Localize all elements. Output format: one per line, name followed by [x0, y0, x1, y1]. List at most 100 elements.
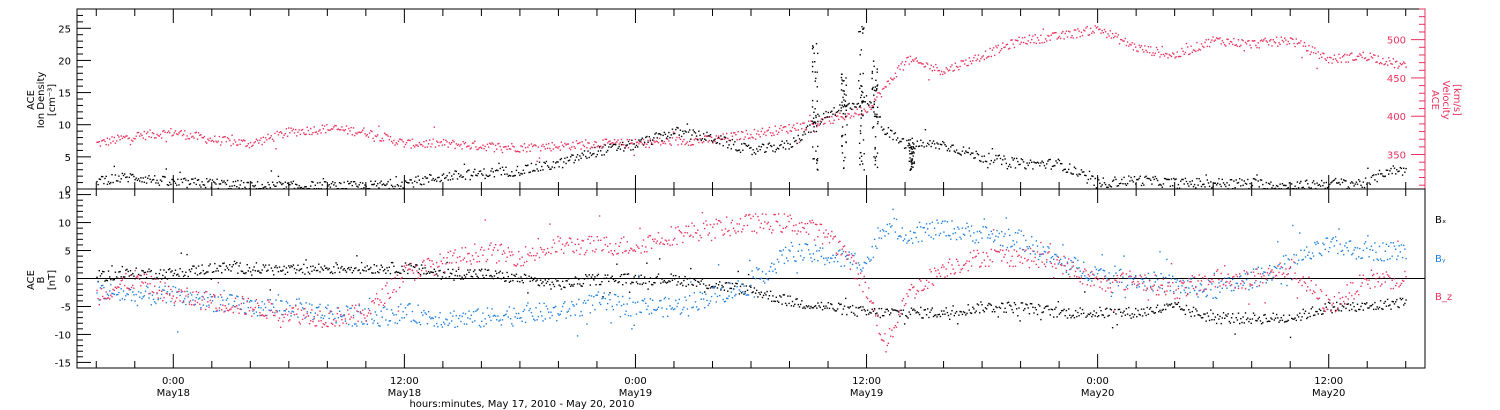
- b-series-1-point: [401, 317, 403, 319]
- density-series-point: [670, 134, 672, 136]
- velocity-series-point: [469, 148, 471, 150]
- velocity-series-point: [186, 135, 188, 137]
- velocity-series-point: [1180, 55, 1182, 58]
- b-series-1-point: [237, 295, 239, 298]
- b-series-1-point: [935, 234, 937, 236]
- velocity-series-point: [1074, 29, 1077, 31]
- velocity-series-point: [225, 140, 228, 143]
- b-series-1-point: [674, 308, 676, 310]
- density-spike-point: [816, 160, 819, 162]
- velocity-series-point: [869, 106, 871, 108]
- velocity-series-point: [1371, 57, 1374, 59]
- velocity-series-point: [322, 128, 325, 130]
- density-series-point: [1274, 187, 1277, 189]
- b-series-0-point: [1056, 316, 1058, 318]
- velocity-series-point: [669, 143, 671, 145]
- velocity-series-point: [851, 108, 854, 111]
- b-series-0-point: [1001, 302, 1003, 304]
- density-series-point: [1282, 184, 1285, 187]
- velocity-series-point: [196, 138, 199, 140]
- velocity-series-point: [1096, 26, 1099, 28]
- velocity-series-point: [1141, 48, 1144, 51]
- velocity-series-point: [248, 146, 251, 149]
- density-series-point: [1345, 180, 1347, 182]
- b-series-1-point: [933, 227, 936, 229]
- density-series-point: [786, 140, 788, 142]
- velocity-series-point: [870, 108, 872, 110]
- velocity-series-point: [1257, 42, 1259, 44]
- b-series-1-point: [798, 243, 801, 246]
- b-series-1-point: [677, 302, 679, 305]
- velocity-series-point: [1178, 55, 1181, 58]
- b-series-1-point: [1333, 245, 1336, 247]
- b-series-0-point: [533, 278, 535, 280]
- b-series-0-point: [878, 307, 880, 310]
- density-series-point: [1310, 187, 1312, 189]
- b-series-1-point: [1282, 255, 1285, 257]
- velocity-series-point: [805, 129, 808, 131]
- b-series-0-point: [1236, 319, 1239, 321]
- velocity-series-point: [155, 137, 157, 139]
- density-series-point: [583, 150, 586, 152]
- b-series-0-point: [590, 276, 593, 278]
- density-series-point: [601, 154, 603, 156]
- b-series-0-point: [1094, 315, 1096, 317]
- velocity-series-point: [875, 99, 877, 101]
- b-series-0-point: [892, 309, 894, 311]
- velocity-series-point: [543, 146, 545, 148]
- velocity-series-point: [371, 130, 373, 133]
- density-series-point: [489, 174, 491, 177]
- velocity-series-point: [208, 139, 210, 142]
- velocity-series-point: [526, 151, 528, 153]
- b-series-0-point: [1388, 305, 1390, 307]
- b-series-1-point: [349, 307, 351, 310]
- b-series-0-point: [653, 281, 655, 284]
- b-series-0-point: [1251, 318, 1254, 320]
- b-series-1-point: [708, 302, 710, 305]
- density-series-point: [197, 179, 200, 181]
- density-series-point: [1066, 171, 1069, 173]
- velocity-series-point: [738, 138, 741, 141]
- b-series-0-point: [682, 284, 684, 287]
- b-series-0-point: [1024, 308, 1026, 310]
- b-series-1-point: [1358, 256, 1360, 258]
- density-series-point: [597, 150, 600, 152]
- density-series-point: [238, 187, 240, 189]
- b-series-1-point: [866, 256, 869, 258]
- density-spike-point: [840, 73, 843, 75]
- density-series-point: [789, 143, 791, 145]
- density-series-point: [890, 129, 892, 131]
- density-series-point: [883, 128, 885, 130]
- density-series-point: [1091, 175, 1093, 177]
- b-series-1-point: [234, 306, 237, 308]
- density-series-point: [514, 174, 516, 177]
- density-series-point: [1026, 162, 1028, 164]
- b-series-1-point: [505, 313, 507, 315]
- velocity-series-point: [357, 131, 359, 134]
- density-series-point: [418, 179, 420, 181]
- density-series-point: [964, 152, 966, 154]
- velocity-series-point: [328, 129, 330, 132]
- velocity-series-point: [838, 118, 840, 121]
- velocity-series-point: [917, 62, 920, 64]
- velocity-series-point: [1271, 45, 1273, 47]
- density-series-point: [726, 141, 728, 143]
- density-series-point: [357, 186, 359, 188]
- velocity-series-point: [626, 138, 628, 141]
- b-series-0-point: [932, 315, 935, 318]
- density-series-point: [1391, 172, 1393, 175]
- b-series-1-point: [419, 324, 422, 326]
- velocity-series-point: [951, 64, 953, 66]
- velocity-series-point: [1211, 39, 1213, 41]
- b-series-0-point: [894, 309, 897, 311]
- velocity-series-point: [278, 131, 281, 134]
- velocity-series-point: [145, 132, 148, 135]
- b-series-0-point: [1081, 308, 1084, 311]
- b-series-1-point: [1236, 282, 1239, 285]
- density-series-point: [1241, 179, 1243, 181]
- velocity-series-point: [660, 144, 662, 146]
- b-series-0-point: [717, 284, 720, 286]
- velocity-series-point: [355, 132, 357, 134]
- b-series-0-point: [261, 269, 263, 271]
- density-series-point: [1004, 158, 1006, 160]
